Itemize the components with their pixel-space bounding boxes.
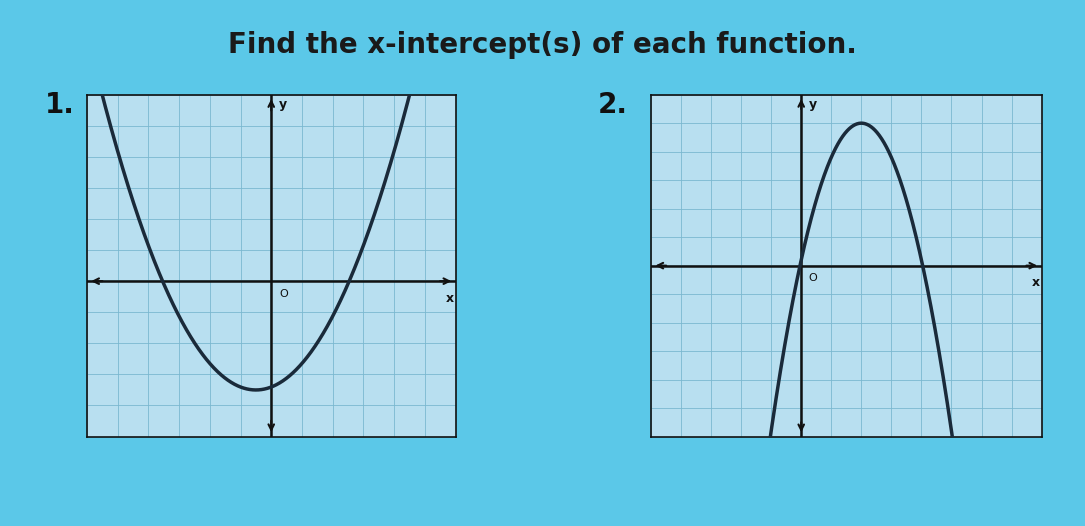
Text: x: x [1032,276,1039,289]
Text: Find the x-intercept(s) of each function.: Find the x-intercept(s) of each function… [228,31,857,59]
Text: 2.: 2. [598,91,628,119]
Text: 1.: 1. [44,91,75,119]
Text: y: y [279,98,288,111]
Text: y: y [808,97,817,110]
Text: x: x [446,292,454,305]
Text: O: O [808,273,817,283]
Text: O: O [279,289,288,299]
